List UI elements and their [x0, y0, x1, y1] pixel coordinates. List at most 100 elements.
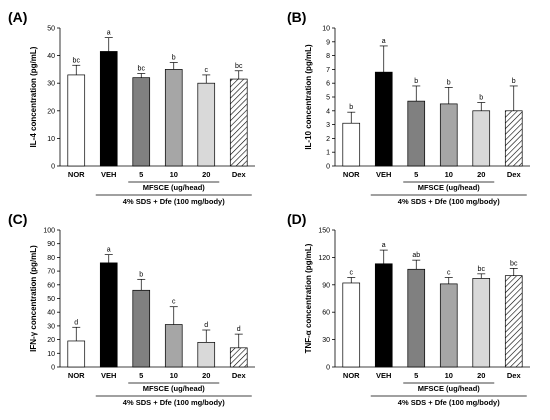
x-tick-label: NOR: [68, 170, 85, 179]
x-tick-label: 10: [170, 170, 178, 179]
significance-label: c: [205, 67, 209, 74]
significance-label: b: [139, 271, 143, 278]
bar-5: [132, 289, 151, 368]
significance-label: a: [382, 38, 386, 45]
chart-panel-2: (B) 0 1 2 3 4 5 6 7 8 9 10 IL-10 concentration (pg/m…: [287, 9, 530, 206]
significance-label: b: [479, 95, 483, 102]
y-tick-label: 150: [318, 228, 330, 235]
significance-label: d: [237, 326, 241, 333]
group-label: MFSCE (ug/head): [143, 384, 206, 393]
treatment-label: 4% SDS + Dfe (100 mg/body): [398, 197, 500, 206]
y-tick-label: 40: [47, 310, 55, 317]
group-label: MFSCE (ug/head): [418, 384, 481, 393]
y-tick-label: 30: [322, 337, 330, 344]
panel-letter: (B): [287, 9, 306, 25]
significance-label: bc: [510, 260, 518, 267]
y-tick-label: 0: [326, 365, 330, 372]
y-tick-label: 1: [326, 150, 330, 157]
significance-label: a: [382, 242, 386, 249]
bar-20: [197, 82, 216, 167]
bar-5: [407, 268, 426, 368]
significance-label: b: [349, 104, 353, 111]
significance-label: b: [447, 79, 451, 86]
significance-label: bc: [73, 57, 81, 64]
bar-nor: [342, 122, 361, 167]
y-tick-label: 80: [47, 255, 55, 262]
significance-label: bc: [138, 66, 146, 73]
significance-label: b: [172, 55, 176, 62]
y-tick-label: 40: [47, 53, 55, 60]
bar-20: [472, 110, 491, 167]
y-tick-label: 90: [47, 241, 55, 248]
x-tick-label: 10: [445, 371, 453, 380]
bar-20: [197, 341, 216, 368]
y-tick-label: 7: [326, 67, 330, 74]
x-tick-label: 5: [139, 170, 143, 179]
x-tick-label: 5: [139, 371, 143, 380]
bar-dex: [229, 78, 248, 167]
y-axis-label: IFN-γ concentration (pg/mL): [29, 245, 38, 352]
y-tick-label: 30: [47, 81, 55, 88]
x-tick-label: VEH: [376, 371, 391, 380]
bar-veh: [99, 51, 118, 167]
y-tick-label: 70: [47, 269, 55, 276]
y-axis-label: IL-10 concentration (pg/mL): [304, 44, 313, 150]
significance-label: d: [74, 319, 78, 326]
x-tick-label: NOR: [343, 371, 360, 380]
significance-label: a: [107, 30, 111, 37]
y-tick-label: 0: [51, 164, 55, 171]
y-tick-label: 10: [322, 26, 330, 33]
x-tick-label: 10: [170, 371, 178, 380]
y-tick-label: 10: [47, 351, 55, 358]
bar-veh: [99, 262, 118, 368]
x-tick-label: 5: [414, 170, 418, 179]
significance-label: d: [204, 322, 208, 329]
y-tick-label: 50: [47, 296, 55, 303]
y-tick-label: 0: [51, 365, 55, 372]
y-tick-label: 10: [47, 136, 55, 143]
y-axis-label: TNF-α concentration (pg/mL): [304, 243, 313, 353]
x-tick-label: 20: [477, 170, 485, 179]
x-tick-label: 20: [477, 371, 485, 380]
x-tick-label: NOR: [68, 371, 85, 380]
y-tick-label: 20: [47, 108, 55, 115]
x-tick-label: Dex: [232, 371, 247, 380]
treatment-label: 4% SDS + Dfe (100 mg/body): [123, 197, 225, 206]
significance-label: a: [107, 247, 111, 254]
bar-dex: [504, 110, 523, 167]
bar-nor: [67, 74, 86, 167]
x-tick-label: VEH: [101, 371, 116, 380]
panel-letter: (A): [8, 9, 27, 25]
x-tick-label: NOR: [343, 170, 360, 179]
treatment-label: 4% SDS + Dfe (100 mg/body): [123, 398, 225, 407]
bar-nor: [342, 282, 361, 368]
significance-label: b: [414, 78, 418, 85]
y-tick-label: 100: [43, 228, 55, 235]
x-tick-label: Dex: [507, 371, 522, 380]
y-tick-label: 0: [326, 164, 330, 171]
significance-label: bc: [235, 63, 243, 70]
x-tick-label: 20: [202, 371, 210, 380]
chart-panel-4: (D) 0 30 60 90 120 150 TNF-α concentration (pg/…: [287, 211, 530, 407]
y-tick-label: 60: [322, 310, 330, 317]
bar-veh: [374, 263, 393, 368]
bar-5: [407, 100, 426, 167]
bar-veh: [374, 71, 393, 167]
bar-10: [164, 69, 183, 167]
significance-label: bc: [478, 266, 486, 273]
significance-label: c: [350, 269, 354, 276]
x-tick-label: VEH: [101, 170, 116, 179]
y-tick-label: 90: [322, 282, 330, 289]
panel-letter: (D): [287, 211, 306, 227]
bar-dex: [504, 275, 523, 368]
chart-panel-1: (A) 0 10 20 30 40 50 IL-4 concentration (pg/mL)…: [8, 9, 255, 206]
bar-5: [132, 77, 151, 167]
group-label: MFSCE (ug/head): [418, 183, 481, 192]
chart-panel-3: (C) 0 10 20 30 40 50 60 70 80 90 100 IFN-γ concentra…: [8, 211, 255, 407]
y-tick-label: 60: [47, 282, 55, 289]
y-tick-label: 5: [326, 95, 330, 102]
x-tick-label: Dex: [507, 170, 522, 179]
x-tick-label: 10: [445, 170, 453, 179]
significance-label: ab: [412, 252, 420, 259]
